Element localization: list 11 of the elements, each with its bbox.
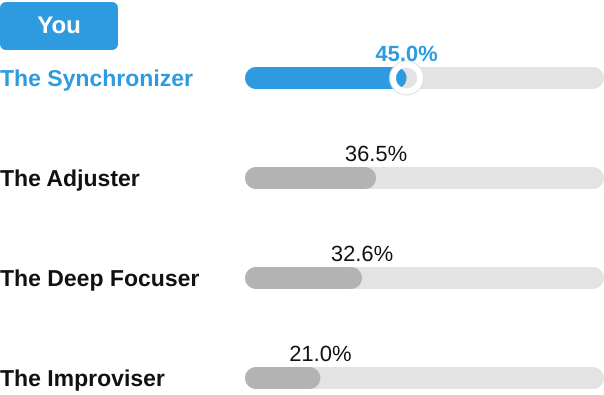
- data-label: 32.6%: [330, 241, 394, 266]
- bar: [245, 367, 320, 389]
- y-tick-label: The Deep Focuser: [0, 265, 200, 291]
- y-tick-label: The Adjuster: [0, 165, 140, 191]
- y-tick-label: The Synchronizer: [0, 65, 194, 91]
- data-label: 36.5%: [344, 141, 408, 166]
- data-label: 45.0%: [375, 41, 438, 66]
- bar: [245, 267, 362, 289]
- text: You: [0, 2, 118, 50]
- y-tick-label: The Improviser: [0, 365, 165, 391]
- data-label: 21.0%: [289, 341, 352, 366]
